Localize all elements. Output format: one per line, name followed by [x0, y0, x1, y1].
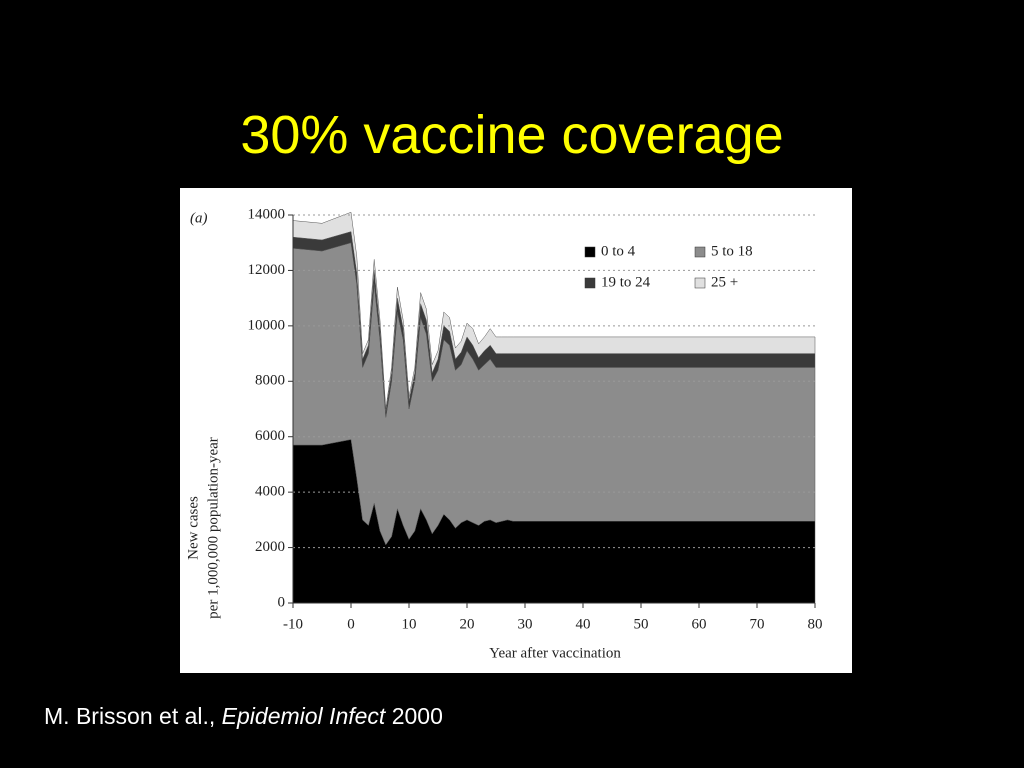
legend-swatch	[584, 246, 596, 258]
x-tick-label: 20	[460, 616, 475, 632]
x-tick-label: 70	[750, 616, 765, 632]
x-tick-label: 80	[808, 616, 823, 632]
x-tick-label: 50	[634, 616, 649, 632]
y-tick-label: 10000	[248, 317, 286, 333]
panel-label: (a)	[190, 210, 208, 226]
y-tick-label: 14000	[248, 206, 286, 222]
y-tick-label: 4000	[255, 484, 285, 500]
citation-authors: M. Brisson et al.,	[44, 703, 216, 729]
citation: M. Brisson et al., Epidemiol Infect 2000	[44, 703, 443, 730]
x-tick-label: 10	[402, 616, 417, 632]
legend-label: 0 to 4	[601, 243, 636, 259]
y-tick-label: 12000	[248, 262, 286, 278]
x-tick-label: 60	[692, 616, 707, 632]
legend-label: 5 to 18	[711, 243, 753, 259]
citation-journal: Epidemiol Infect	[221, 703, 386, 729]
x-tick-label: 30	[518, 616, 533, 632]
x-tick-label: 40	[576, 616, 591, 632]
y-tick-label: 2000	[255, 539, 285, 555]
legend-label: 25 +	[711, 274, 738, 290]
slide-title: 30% vaccine coverage	[240, 105, 784, 165]
y-tick-label: 8000	[255, 373, 285, 389]
area	[292, 211, 816, 412]
y-tick-label: 0	[278, 594, 286, 610]
legend-swatch	[584, 277, 596, 289]
y-tick-label: 6000	[255, 428, 285, 444]
legend-label: 19 to 24	[601, 274, 651, 290]
citation-year: 2000	[391, 703, 443, 729]
legend-swatch	[694, 277, 706, 289]
x-tick-label: -10	[283, 616, 303, 632]
chart: (a) Year after vaccination New cases per…	[180, 188, 852, 673]
y-axis-label: per 1,000,000 population-year	[205, 437, 221, 619]
x-axis-label: Year after vaccination	[489, 645, 621, 661]
y-axis-label: New cases	[185, 496, 201, 560]
x-tick-label: 0	[347, 616, 355, 632]
legend-swatch	[694, 246, 706, 258]
